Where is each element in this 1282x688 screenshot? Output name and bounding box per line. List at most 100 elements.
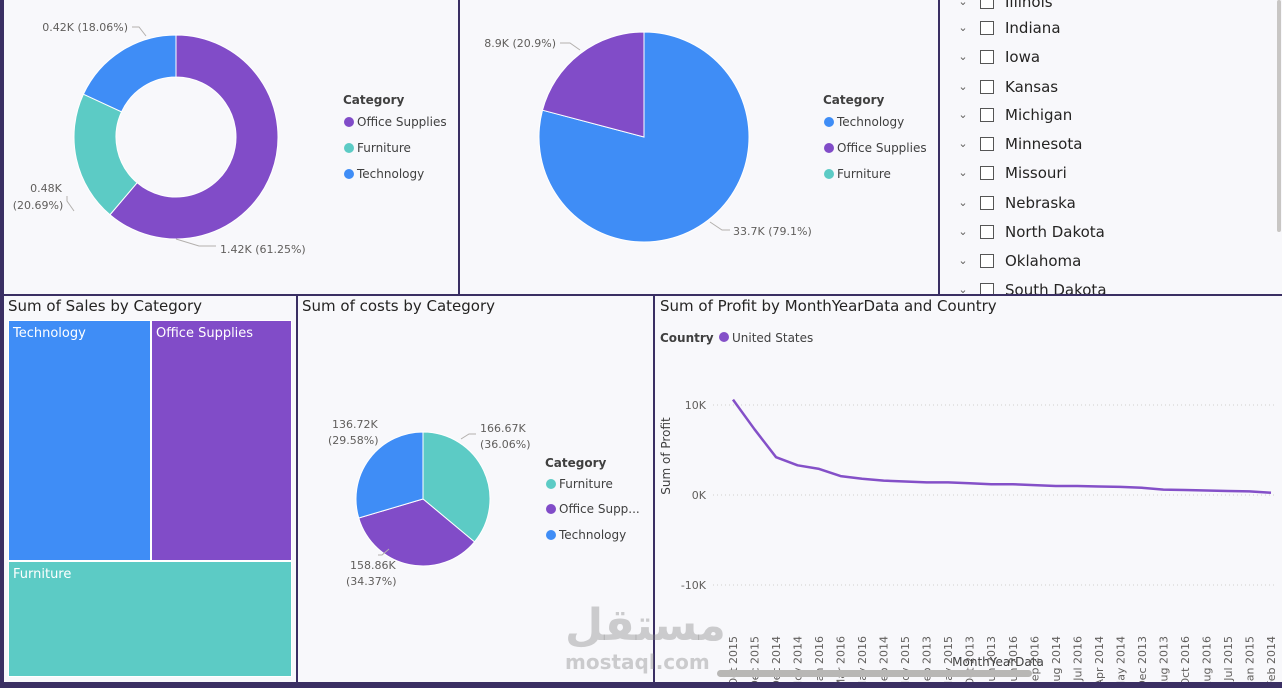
x-tick-label: Aug 2014 [1050,636,1063,682]
donut-legend-title: Category [343,93,405,107]
costs-legend-title: Category [545,456,607,470]
chevron-down-icon[interactable]: ⌄ [958,196,968,209]
chevron-down-icon[interactable]: ⌄ [958,283,968,294]
chevron-down-icon[interactable]: ⌄ [958,0,968,8]
slicer-item-label: South Dakota [1005,280,1107,295]
legend-dot-united-states [719,332,729,342]
donut-legend-furniture[interactable]: Furniture [357,141,411,155]
slicer-item-label: Nebraska [1005,193,1076,212]
x-tick-label: Aug 2013 [1157,636,1170,682]
slicer-item-label: Minnesota [1005,134,1083,153]
costs-legend-office-supplies[interactable]: Office Supp... [559,502,640,516]
pie-chart-panel[interactable]: 8.9K (20.9%) 33.7K (79.1%) Category Tech… [460,0,938,294]
horizontal-scrollbar[interactable] [717,670,1032,677]
checkbox[interactable] [980,165,994,180]
chevron-down-icon[interactable]: ⌄ [958,254,968,267]
y-tick-label: 10K [685,399,707,412]
treemap-tile-technology[interactable]: Technology [8,320,151,561]
pie-legend-technology[interactable]: Technology [836,115,904,129]
x-tick-label: Jul 2016 [1071,636,1084,682]
pie-label-technology: 33.7K (79.1%) [733,225,812,238]
pie-slice-technology[interactable] [538,31,750,243]
costs-legend-furniture[interactable]: Furniture [559,477,613,491]
pie-slice-office-supplies[interactable] [541,31,645,138]
checkbox[interactable] [980,107,994,122]
pie-legend-office-supplies[interactable]: Office Supplies [837,141,927,155]
chevron-down-icon[interactable]: ⌄ [958,166,968,179]
chevron-down-icon[interactable]: ⌄ [958,21,968,34]
x-tick-label: Jan 2015 [1243,636,1256,682]
y-tick-label: 0K [692,489,707,502]
bottom-bar [0,682,1282,688]
slicer-item[interactable]: ⌄ Michigan [940,100,1072,129]
slicer-item-label: Oklahoma [1005,251,1082,270]
y-tick-label: -10K [681,579,707,592]
slicer-item[interactable]: ⌄ Iowa [940,42,1040,71]
slicer-item[interactable]: ⌄ Minnesota [940,129,1082,158]
legend-dot-office-supplies [344,117,354,127]
series-line-united-states[interactable] [731,398,1272,494]
checkbox[interactable] [980,282,994,294]
profit-line-chart: Country United States Sum of Profit Mont… [659,331,1278,682]
slicer-scrollbar[interactable] [1277,0,1281,232]
y-axis-label: Sum of Profit [659,417,673,495]
pie-legend-furniture[interactable]: Furniture [837,167,891,181]
slicer-item[interactable]: ⌄ Missouri [940,158,1067,187]
donut-chart: 1.42K (61.25%) 0.48K (20.69%) 0.42K (18.… [13,21,447,256]
checkbox[interactable] [980,20,994,35]
chevron-down-icon[interactable]: ⌄ [958,137,968,150]
treemap-panel[interactable]: Sum of Sales by Category Technology Offi… [4,296,296,682]
line-legend-united-states[interactable]: United States [732,331,813,345]
pie-slice-technology[interactable] [82,34,177,113]
x-tick-label: Feb 2014 [1265,636,1278,682]
slicer-item-label: North Dakota [1005,222,1105,241]
legend-dot-technology [344,169,354,179]
pie-slice-technology[interactable] [355,431,424,519]
slicer-item[interactable]: ⌄ Indiana [940,13,1061,42]
checkbox[interactable] [980,0,994,9]
costs-title: Sum of costs by Category [302,297,496,315]
slicer-item[interactable]: ⌄ Kansas [940,72,1058,101]
pie-slice-office-supplies[interactable] [358,498,476,567]
slicer-item[interactable]: ⌄ Nebraska [940,188,1076,217]
checkbox[interactable] [980,79,994,94]
chevron-down-icon[interactable]: ⌄ [958,50,968,63]
checkbox[interactable] [980,49,994,64]
x-tick-label: May 2014 [1114,636,1127,682]
slicer-item-label: Indiana [1005,18,1061,37]
x-tick-label: Dec 2013 [1136,636,1149,682]
costs-pie-panel[interactable]: Sum of costs by Category 166.67K (36.06%… [298,296,653,682]
slicer-item-label: Missouri [1005,163,1067,182]
x-tick-label: Oct 2016 [1179,636,1192,682]
tile-label: Technology [13,326,86,341]
state-slicer[interactable]: ⌄ Illinois ⌄ Indiana ⌄ Iowa ⌄ Kansas ⌄ M… [940,0,1282,294]
donut-legend-technology[interactable]: Technology [356,167,424,181]
checkbox[interactable] [980,195,994,210]
chevron-down-icon[interactable]: ⌄ [958,225,968,238]
pie-slice-furniture[interactable] [422,431,491,543]
costs-label-technology-value: 136.72K [332,418,378,431]
donut-label-furniture-value: 0.48K [30,182,62,195]
legend-dot-technology [546,530,556,540]
legend-dot-technology [824,117,834,127]
treemap-tile-office-supplies[interactable]: Office Supplies [151,320,292,561]
chevron-down-icon[interactable]: ⌄ [958,80,968,93]
treemap-tile-furniture[interactable]: Furniture [8,561,292,677]
slicer-item[interactable]: ⌄ Oklahoma [940,246,1081,275]
checkbox[interactable] [980,136,994,151]
costs-label-furniture-value: 166.67K [480,422,526,435]
slicer-item[interactable]: ⌄ South Dakota [940,275,1107,294]
checkbox[interactable] [980,253,994,268]
slicer-item[interactable]: ⌄ Illinois [940,0,1053,16]
checkbox[interactable] [980,224,994,239]
tile-label: Office Supplies [156,326,254,341]
donut-legend-office-supplies[interactable]: Office Supplies [357,115,447,129]
donut-label-office-supplies: 1.42K (61.25%) [220,243,306,256]
legend-dot-furniture [344,143,354,153]
profit-line-panel[interactable]: Sum of Profit by MonthYearData and Count… [655,296,1282,682]
pie-slice-office-supplies[interactable] [109,34,279,240]
slicer-item[interactable]: ⌄ North Dakota [940,217,1105,246]
chevron-down-icon[interactable]: ⌄ [958,108,968,121]
donut-chart-panel[interactable]: 1.42K (61.25%) 0.48K (20.69%) 0.42K (18.… [4,0,458,294]
costs-legend-technology[interactable]: Technology [558,528,626,542]
